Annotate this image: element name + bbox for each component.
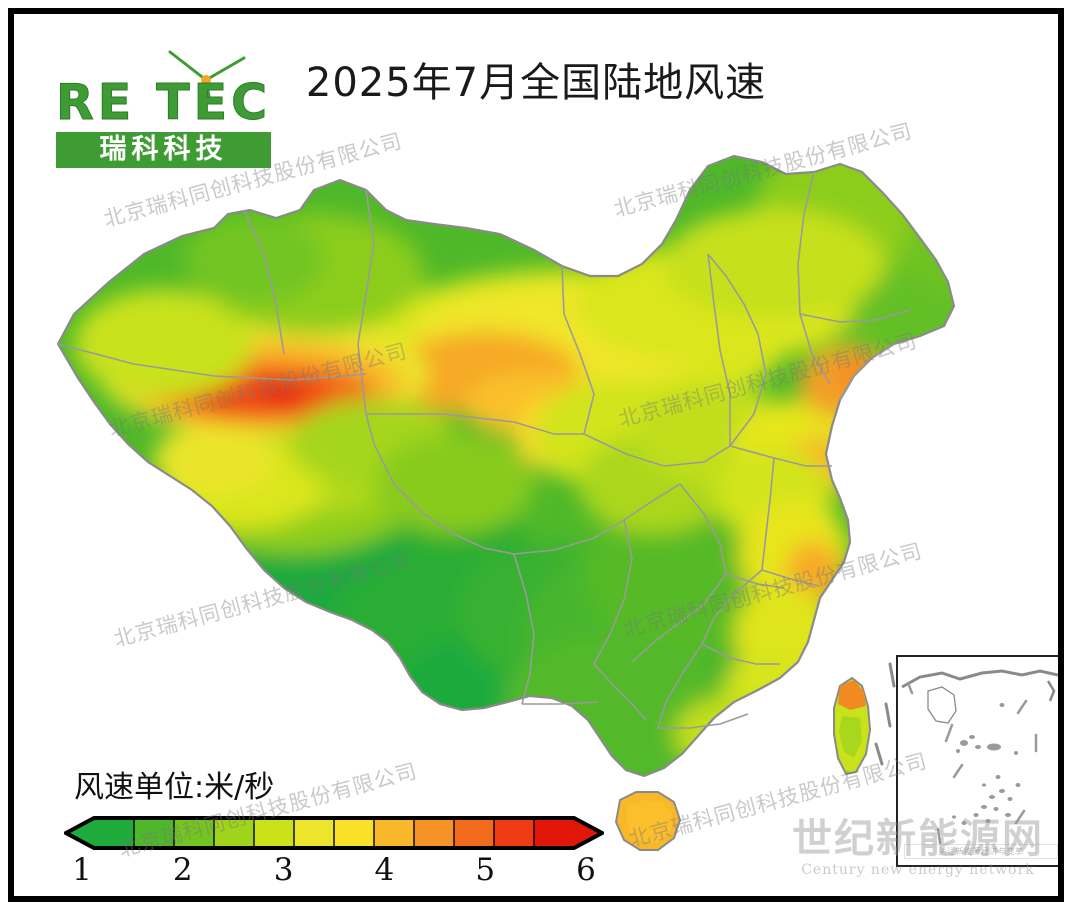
legend-unit-label: 风速单位:米/秒 — [74, 770, 275, 805]
legend: 风速单位:米/秒 1 2 3 4 5 6 — [61, 762, 609, 892]
wind-turbine-icon — [168, 50, 246, 102]
company-logo: RE TEC 瑞科科技 — [55, 50, 276, 168]
country-outline — [56, 154, 956, 778]
legend-tick-3: 3 — [273, 852, 294, 888]
legend-tick-4: 4 — [374, 852, 395, 888]
logo-wordmark: RE TEC — [55, 74, 272, 131]
legend-tick-5: 5 — [475, 852, 496, 888]
hainan-island — [614, 791, 682, 851]
south-china-sea-inset: 关注新能源经济与变革 — [896, 655, 1058, 867]
logo-chinese-name: 瑞科科技 — [56, 132, 271, 168]
legend-colorbar-svg — [61, 816, 607, 850]
taiwan-island — [833, 676, 872, 776]
legend-tick-1: 1 — [72, 852, 92, 888]
inset-canvas — [901, 669, 1058, 845]
legend-tick-2: 2 — [172, 852, 193, 888]
legend-tick-6: 6 — [576, 852, 596, 888]
legend-colorbar — [61, 816, 607, 850]
inset-watermark-note: 关注新能源经济与变革 — [904, 844, 1058, 859]
wind-speed-map-figure: 关注新能源经济与变革 2025年7月全国陆地风速 RE TEC 瑞科科技 风速单… — [8, 8, 1064, 902]
page-title: 2025年7月全国陆地风速 — [305, 60, 767, 106]
south-china-sea-boundary — [874, 662, 896, 766]
province-boundaries — [57, 171, 911, 729]
map-canvas — [56, 154, 956, 851]
china-wind-speed-map — [14, 14, 1058, 896]
legend-tick-labels: 1 2 3 4 5 6 — [64, 852, 604, 892]
